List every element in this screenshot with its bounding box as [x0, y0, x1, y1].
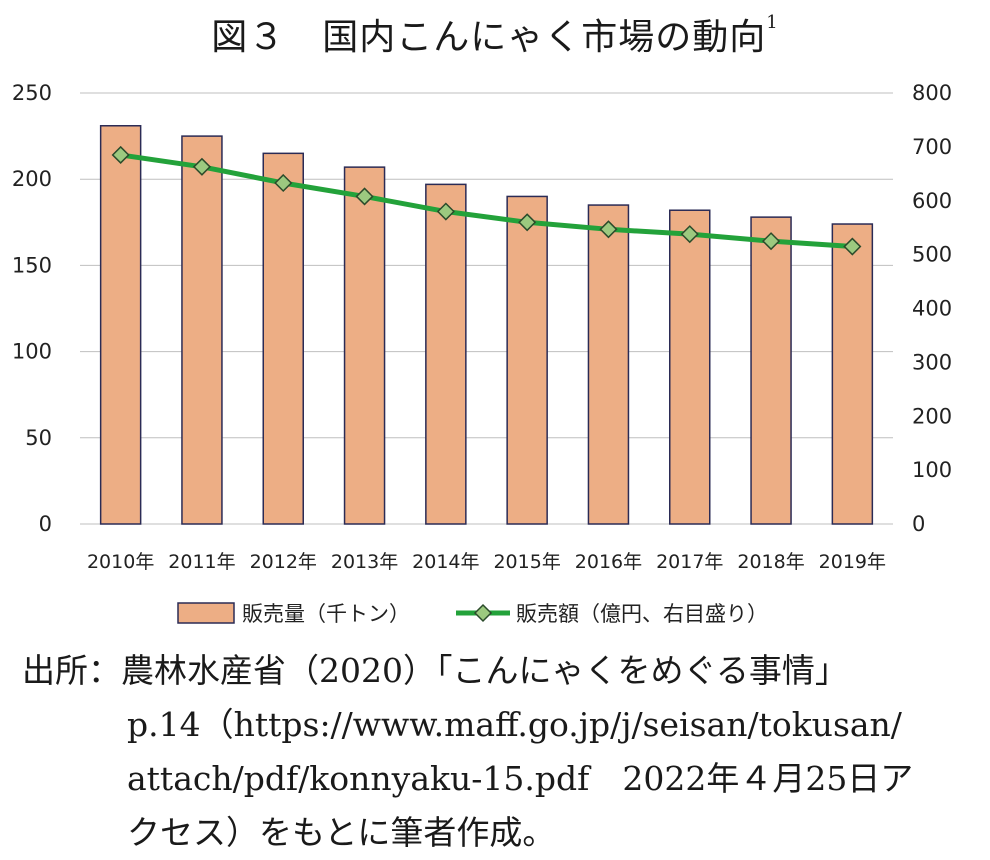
left-axis-ticks: 0 50 100 150 200 250	[12, 81, 52, 536]
x-tick-label: 2014年	[412, 551, 479, 573]
x-tick-label: 2012年	[250, 551, 317, 573]
line-point	[436, 202, 455, 221]
x-tick-label: 2017年	[656, 551, 723, 573]
source-line-2: p.14（https://www.maff.go.jp/j/seisan/tok…	[127, 705, 902, 744]
line-point	[274, 173, 293, 193]
source-line-1: 出所：農林水産省（2020）「こんにゃくをめぐる事情」	[22, 651, 848, 690]
y-right-tick-label: 200	[912, 404, 952, 428]
bar	[181, 135, 223, 525]
series-line	[120, 152, 853, 250]
chart: 0 50 100 150 200 250 0 100 200 300 400 500 600 700 80…	[12, 81, 952, 626]
legend-bar-swatch	[177, 602, 235, 624]
source-line-4: クセス）をもとに筆者作成。	[127, 813, 556, 852]
y-right-tick-label: 400	[912, 297, 952, 321]
bar	[831, 223, 874, 525]
bar	[425, 183, 467, 525]
x-axis-ticks: 2010年 2011年 2012年 2013年 2014年 2015年 2016年 2017年…	[87, 551, 886, 573]
bar	[99, 125, 142, 525]
bar	[750, 216, 792, 525]
bar	[669, 209, 711, 525]
x-tick-label: 2016年	[575, 551, 642, 573]
bar	[343, 166, 386, 525]
line-point	[843, 237, 862, 256]
line-point	[599, 220, 618, 239]
title-text: 図３ 国内こんにゃく市場の動向	[211, 17, 767, 58]
y-left-tick-label: 0	[39, 512, 52, 536]
y-left-tick-label: 250	[12, 81, 52, 105]
y-left-tick-label: 50	[25, 426, 52, 450]
y-left-tick-label: 200	[12, 167, 52, 191]
x-tick-label: 2013年	[331, 551, 398, 573]
bar	[262, 152, 304, 525]
bar	[506, 195, 548, 525]
y-right-tick-label: 500	[912, 243, 952, 267]
source-line-3: attach/pdf/konnyaku-15.pdf 2022年４月25日ア	[127, 759, 914, 798]
x-tick-label: 2018年	[737, 551, 804, 573]
right-axis-ticks: 0 100 200 300 400 500 600 700 800	[912, 81, 952, 536]
legend-bar-label: 販売量（千トン）	[242, 602, 410, 626]
line-point	[192, 157, 212, 176]
source-note: 出所：農林水産省（2020）「こんにゃくをめぐる事情」 p.14（https:/…	[22, 644, 972, 860]
y-left-tick-label: 150	[12, 253, 52, 277]
bar-series	[99, 125, 874, 525]
chart-title: 図３ 国内こんにゃく市場の動向1	[0, 8, 990, 60]
line-point	[680, 225, 699, 244]
line-point	[355, 187, 374, 206]
x-tick-label: 2019年	[819, 551, 886, 573]
y-right-tick-label: 600	[912, 189, 952, 213]
y-right-tick-label: 100	[912, 458, 952, 482]
y-left-tick-label: 100	[12, 340, 52, 364]
y-right-tick-label: 700	[912, 135, 952, 159]
y-right-tick-label: 300	[912, 350, 952, 374]
y-right-tick-label: 0	[912, 512, 925, 536]
title-footnote-mark: 1	[766, 12, 779, 33]
legend: 販売量（千トン） 販売額（億円、右目盛り）	[177, 602, 768, 626]
legend-line-label: 販売額（億円、右目盛り）	[516, 602, 768, 626]
x-tick-label: 2015年	[493, 551, 560, 573]
bar	[587, 204, 630, 525]
x-tick-label: 2010年	[87, 551, 154, 573]
line-point	[111, 145, 130, 165]
line-series	[111, 145, 862, 256]
line-point	[761, 232, 781, 251]
x-tick-label: 2011年	[168, 551, 235, 573]
y-right-tick-label: 800	[912, 81, 952, 105]
line-point	[518, 213, 537, 232]
legend-line-marker	[473, 603, 493, 623]
